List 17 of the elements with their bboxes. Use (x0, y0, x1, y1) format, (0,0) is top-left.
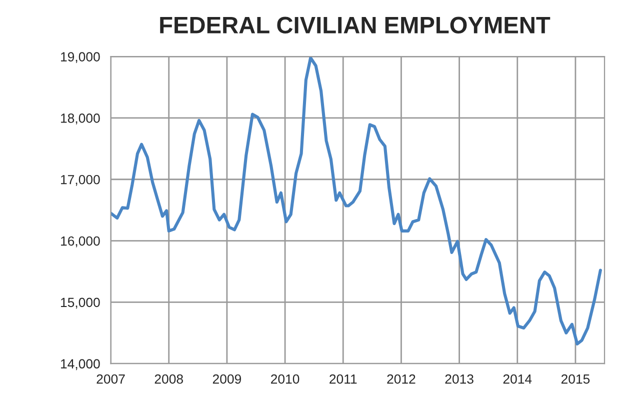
y-tick-label: 16,000 (61, 236, 100, 248)
y-tick-label: 19,000 (61, 52, 100, 64)
y-tick-label: 17,000 (61, 174, 100, 186)
line-series (110, 56, 602, 346)
x-tick-label: 2012 (387, 374, 416, 384)
y-tick-label: 18,000 (61, 114, 100, 124)
y-tick-label: 14,000 (61, 359, 100, 370)
x-tick-label: 2009 (212, 374, 241, 384)
x-tick-label: 2008 (154, 374, 183, 384)
chart-title: FEDERAL CIVILIAN EMPLOYMENT (160, 16, 550, 34)
x-tick-label: 2011 (330, 374, 357, 384)
x-tick-label: 2015 (561, 374, 590, 384)
x-tick-label: 2010 (271, 374, 300, 384)
x-tick-label: 2007 (96, 374, 125, 384)
x-tick-label: 2014 (503, 374, 532, 384)
x-tick-label: 2013 (445, 374, 474, 384)
y-tick-label: 15,000 (61, 298, 100, 309)
